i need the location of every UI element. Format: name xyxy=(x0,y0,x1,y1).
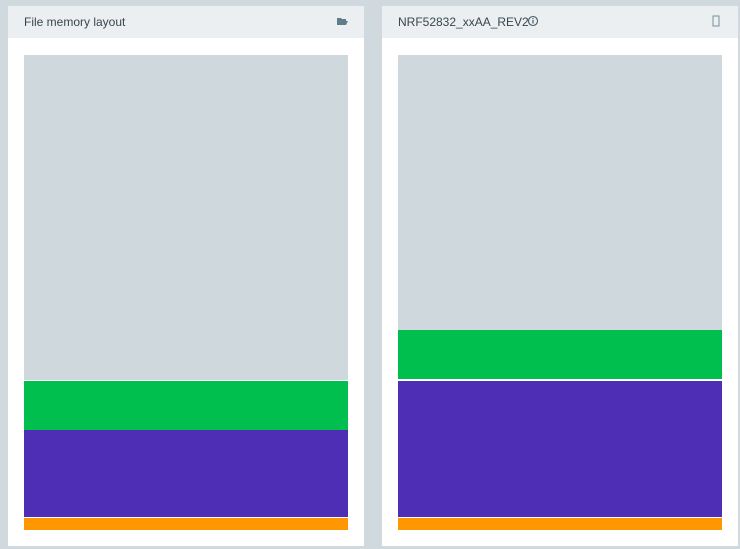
info-icon[interactable] xyxy=(527,15,539,27)
device-panel: NRF52832_xxAA_REV2 xyxy=(382,6,738,546)
chip-icon[interactable] xyxy=(710,15,722,27)
file-panel: File memory layout xyxy=(8,6,364,546)
memory-region xyxy=(398,381,722,517)
memory-region xyxy=(24,430,348,517)
memory-free xyxy=(398,55,722,330)
memory-region xyxy=(398,330,722,379)
panel-title: NRF52832_xxAA_REV2 xyxy=(398,15,529,29)
panel-title: File memory layout xyxy=(24,15,126,29)
open-folder-icon[interactable] xyxy=(336,15,348,27)
memory-free xyxy=(24,55,348,380)
memory-region xyxy=(398,518,722,530)
memory-region xyxy=(24,381,348,430)
panel-header: File memory layout xyxy=(8,6,364,38)
memory-region xyxy=(24,518,348,530)
panel-header: NRF52832_xxAA_REV2 xyxy=(382,6,738,38)
